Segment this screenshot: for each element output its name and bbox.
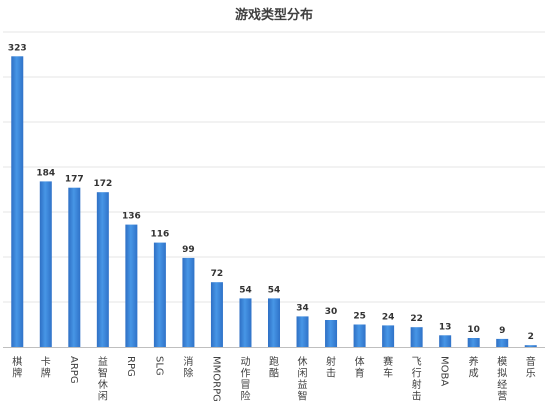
category-label: 体育 [355,356,365,380]
value-label: 22 [410,314,423,324]
bar-16 [467,338,480,347]
category-label: 飞行射击 [412,357,422,403]
value-label: 34 [296,303,309,313]
bar-17 [496,338,509,347]
value-label: 184 [36,168,55,178]
value-label: 323 [8,43,27,53]
bar-13 [382,325,395,347]
value-label: 2 [528,332,534,342]
category-label: 动作冒险 [240,356,250,403]
category-label: 赛车 [383,355,393,380]
value-label: 116 [150,230,169,240]
value-label: 172 [93,179,112,189]
value-label: 54 [239,285,252,295]
bar-9 [268,298,280,347]
category-label: MOBA [439,356,450,386]
bar-11 [325,320,338,347]
category-label: 跑酷 [269,355,279,380]
value-label: 54 [268,285,281,295]
category-label: MMORPG [210,356,221,402]
bars [11,56,537,348]
bar-3 [96,192,109,347]
category-label: 休闲益智 [298,356,308,403]
value-label: 30 [325,307,338,317]
bar-10 [296,316,309,347]
value-label: 9 [499,326,505,336]
bar-6 [182,257,195,347]
value-label: 13 [439,322,452,332]
bar-14 [410,327,423,347]
category-label: 消除 [183,355,193,380]
bar-5 [153,242,166,347]
bar-8 [239,298,252,347]
bar-4 [125,224,138,347]
bar-12 [353,324,366,347]
category-label: RPG [125,356,136,377]
category-label: ARPG [68,356,79,384]
value-label: 99 [182,245,195,255]
category-label: 卡牌 [41,355,51,380]
category-label: SLG [153,356,164,376]
value-label: 136 [122,212,141,222]
value-labels: 323 184 177 172 136 116 99 72 54 54 34 30 25 24 22 13 10… [8,43,534,342]
bar-7 [210,282,223,347]
value-label: 24 [382,312,395,322]
grid-lines [3,31,545,303]
value-label: 10 [467,325,480,335]
bar-1 [39,181,52,347]
category-label: 射击 [326,356,336,380]
value-label: 25 [353,312,366,322]
category-label: 益智休闲 [98,355,108,403]
chart-title: 游戏类型分布 [235,7,313,23]
bar-18 [524,345,537,347]
bar-15 [439,335,452,347]
category-label: 养成 [469,355,479,380]
bar-0 [11,56,24,348]
category-label: 音乐 [526,355,536,380]
value-label: 177 [65,175,84,185]
value-label: 72 [211,269,224,279]
category-label: 模拟经营 [497,356,507,403]
category-label: 棋牌 [12,355,22,380]
bar-2 [68,187,81,347]
